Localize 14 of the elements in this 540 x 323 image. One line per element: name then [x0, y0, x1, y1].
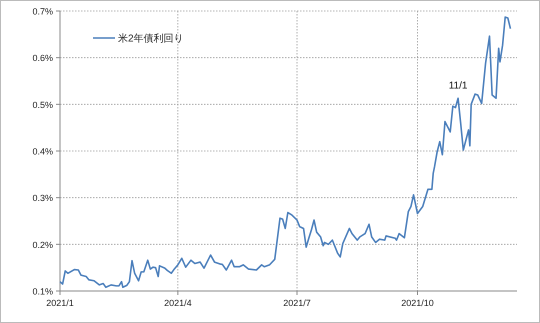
y-tick-label: 0.5%	[32, 100, 53, 110]
y-tick-label: 0.3%	[32, 193, 53, 204]
y-tick-label: 0.1%	[32, 286, 53, 296]
y-tick-label: 0.2%	[32, 240, 53, 250]
legend-label: 米2年債利回り	[118, 32, 184, 44]
x-tick-label: 2021/10	[401, 298, 434, 308]
y-tick-label: 0.6%	[32, 53, 53, 64]
x-tick-label: 2021/4	[164, 298, 192, 308]
annotation: 11/1	[448, 80, 468, 92]
y-tick-label: 0.4%	[32, 146, 53, 156]
x-tick-label: 2021/1	[46, 298, 74, 308]
line-series	[59, 16, 512, 288]
y-tick-label: 0.7%	[32, 6, 53, 16]
x-tick-label: 2021/7	[283, 298, 311, 308]
